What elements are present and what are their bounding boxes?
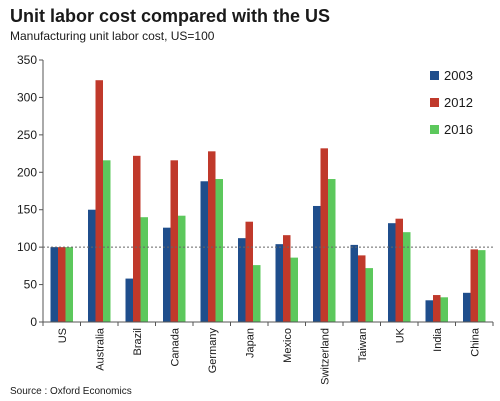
y-tick-label: 300 [17, 90, 37, 104]
bar-taiwan-2012 [358, 255, 366, 322]
y-tick-label: 150 [17, 203, 37, 217]
y-axis-ticks: 0 50 100 150 200 250 300 350 [17, 53, 43, 329]
bar-us-2012 [58, 247, 66, 322]
bar-canada-2003 [163, 227, 171, 322]
bar-us-2003 [50, 247, 58, 322]
bar-india-2003 [425, 300, 433, 322]
y-tick-label: 200 [17, 165, 37, 179]
legend-swatch-2012 [430, 98, 439, 107]
legend-swatch-2003 [430, 71, 439, 80]
bar-japan-2003 [238, 238, 246, 322]
bar-canada-2016 [178, 215, 186, 322]
legend-label-2016: 2016 [444, 122, 473, 137]
bar-brazil-2016 [140, 217, 148, 322]
bar-india-2016 [440, 297, 448, 322]
x-tick-label: UK [394, 327, 406, 343]
bar-canada-2012 [170, 160, 178, 322]
chart-subtitle: Manufacturing unit labor cost, US=100 [10, 29, 215, 43]
bar-switzerland-2016 [328, 179, 336, 322]
source-note: Source : Oxford Economics [10, 386, 132, 397]
bar-germany-2016 [215, 179, 223, 322]
bar-japan-2012 [245, 221, 253, 322]
bar-taiwan-2016 [365, 268, 373, 322]
x-tick-label: Mexico [282, 328, 294, 363]
x-tick-label: Japan [244, 328, 256, 358]
legend-swatch-2016 [430, 125, 439, 134]
x-tick-label: China [469, 327, 481, 357]
bar-brazil-2003 [125, 278, 133, 322]
x-tick-label: Taiwan [357, 328, 369, 362]
bar-us-2016 [65, 247, 73, 322]
bar-taiwan-2003 [350, 244, 358, 322]
chart-title: Unit labor cost compared with the US [10, 6, 330, 26]
bar-india-2012 [433, 295, 441, 322]
bar-australia-2012 [95, 80, 103, 322]
x-tick-label: Canada [169, 327, 181, 366]
x-tick-label: Australia [94, 327, 106, 371]
x-tick-label: Brazil [132, 328, 144, 356]
bar-china-2003 [463, 292, 471, 322]
x-tick-label: Germany [207, 328, 219, 374]
x-tick-label: Switzerland [319, 328, 331, 385]
bar-germany-2003 [200, 181, 208, 322]
bar-germany-2012 [208, 151, 216, 322]
y-tick-label: 350 [17, 53, 37, 67]
x-axis-labels: US Australia Brazil Canada Germany Japan Mexic… [57, 327, 482, 385]
bar-mexico-2016 [290, 257, 298, 322]
x-tick-label: India [432, 327, 444, 352]
bar-switzerland-2003 [313, 205, 321, 322]
bar-china-2016 [478, 250, 486, 322]
bars [50, 80, 486, 322]
bar-japan-2016 [253, 265, 261, 322]
legend: 2003 2012 2016 [430, 68, 473, 137]
bar-uk-2016 [403, 232, 411, 322]
bar-switzerland-2012 [320, 148, 328, 322]
bar-mexico-2003 [275, 244, 283, 322]
bar-australia-2016 [103, 160, 111, 322]
axes [42, 60, 494, 326]
bar-uk-2012 [395, 218, 403, 322]
y-tick-label: 100 [17, 240, 37, 254]
bar-brazil-2012 [133, 155, 141, 322]
bar-uk-2003 [388, 223, 396, 322]
bar-china-2012 [470, 249, 478, 322]
y-tick-label: 250 [17, 128, 37, 142]
y-tick-label: 50 [24, 278, 38, 292]
x-tick-label: US [57, 328, 69, 343]
y-tick-label: 0 [30, 315, 37, 329]
bar-mexico-2012 [283, 235, 291, 322]
legend-label-2012: 2012 [444, 95, 473, 110]
bar-australia-2003 [88, 209, 96, 322]
legend-label-2003: 2003 [444, 68, 473, 83]
